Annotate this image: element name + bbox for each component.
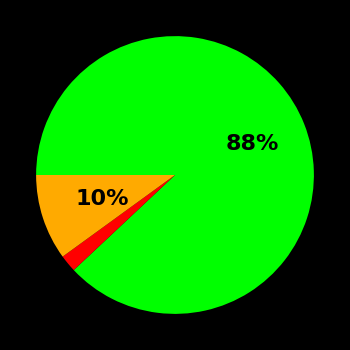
Wedge shape (63, 175, 175, 270)
Wedge shape (36, 36, 314, 314)
Text: 88%: 88% (226, 134, 279, 154)
Text: 10%: 10% (76, 189, 129, 209)
Wedge shape (36, 175, 175, 257)
